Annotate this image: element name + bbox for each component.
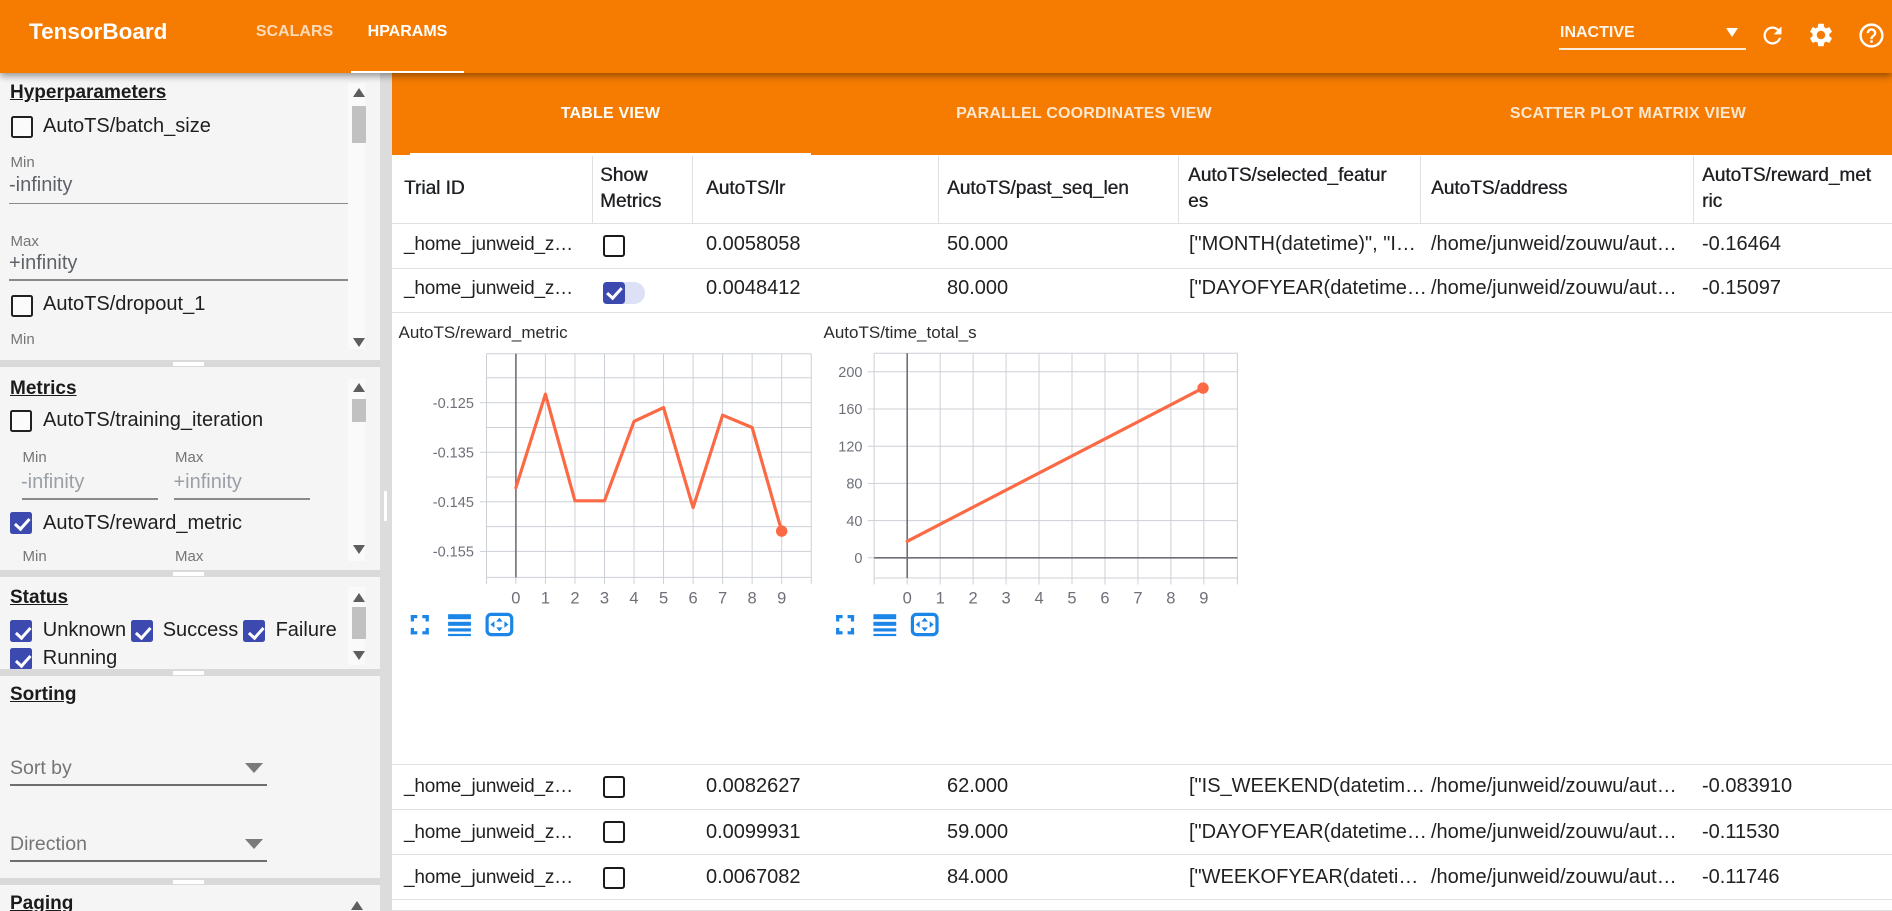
svg-text:-0.125: -0.125	[433, 396, 474, 412]
svg-text:3: 3	[1001, 590, 1010, 608]
svg-text:2: 2	[570, 590, 579, 608]
svg-text:AutoTS/reward_metric: AutoTS/reward_metric	[399, 323, 569, 342]
svg-text:8: 8	[748, 590, 757, 608]
svg-text:0: 0	[903, 590, 912, 608]
svg-text:160: 160	[838, 402, 862, 418]
svg-text:2: 2	[969, 590, 978, 608]
svg-text:0: 0	[854, 551, 862, 567]
svg-text:1: 1	[541, 590, 550, 608]
svg-text:8: 8	[1166, 590, 1175, 608]
svg-text:7: 7	[718, 590, 727, 608]
svg-text:3: 3	[600, 590, 609, 608]
svg-text:6: 6	[688, 590, 697, 608]
svg-text:5: 5	[659, 590, 668, 608]
svg-text:1: 1	[936, 590, 945, 608]
svg-text:5: 5	[1067, 590, 1076, 608]
svg-text:40: 40	[846, 514, 862, 530]
svg-text:120: 120	[838, 439, 862, 455]
svg-text:9: 9	[777, 590, 786, 608]
svg-text:0: 0	[511, 590, 520, 608]
svg-text:4: 4	[1034, 590, 1043, 608]
svg-text:-0.135: -0.135	[433, 446, 474, 462]
svg-text:7: 7	[1133, 590, 1142, 608]
svg-text:4: 4	[629, 590, 638, 608]
svg-text:6: 6	[1100, 590, 1109, 608]
svg-text:AutoTS/time_total_s: AutoTS/time_total_s	[824, 323, 977, 342]
svg-text:-0.155: -0.155	[433, 545, 474, 561]
svg-text:200: 200	[838, 365, 862, 381]
svg-text:80: 80	[846, 477, 862, 493]
svg-text:-0.145: -0.145	[433, 495, 474, 511]
svg-text:9: 9	[1199, 590, 1208, 608]
